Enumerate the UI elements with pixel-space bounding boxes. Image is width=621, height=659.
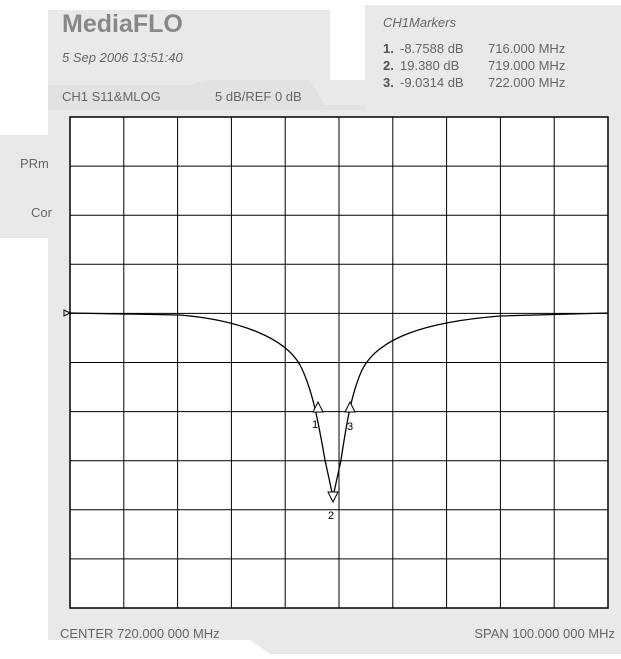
marker-value: -8.7588 dB: [400, 41, 464, 56]
marker-value: 19.380 dB: [400, 58, 459, 73]
marker-label: 3: [347, 421, 353, 433]
span: SPAN 100.000 000 MHz: [474, 626, 615, 641]
timestamp: 5 Sep 2006 13:51:40: [62, 50, 183, 65]
marker-index: 2.: [383, 58, 394, 73]
marker-frequency: 716.000 MHz: [488, 41, 565, 56]
grid: [70, 117, 608, 608]
markers-title: CH1Markers: [383, 15, 456, 30]
scale: 5 dB/REF 0 dB: [215, 89, 302, 104]
marker-index: 3.: [383, 75, 394, 90]
marker-frequency: 722.000 MHz: [488, 75, 565, 90]
tab-strip: [48, 80, 365, 110]
side-tab: PRm: [20, 156, 49, 171]
marker-value: -9.0314 dB: [400, 75, 464, 90]
marker-list: 1. -8.7588 dB 716.000 MHz 2. 19.380 dB 719.00…: [383, 41, 565, 90]
channel: CH1 S11&MLOG: [62, 89, 161, 104]
marker-3: [344, 400, 356, 413]
trace: [69, 312, 609, 498]
marker-1: [312, 400, 324, 413]
marker-frequency: 719.000 MHz: [488, 58, 565, 73]
center-freq: CENTER 720.000 000 MHz: [60, 626, 220, 641]
title: MediaFLO: [62, 10, 183, 38]
side-tab: Cor: [31, 205, 53, 220]
marker-2: [327, 491, 339, 504]
ref-arrow: [63, 309, 72, 317]
marker-label: 2: [328, 510, 334, 522]
marker-index: 1.: [383, 41, 394, 56]
marker-label: 1: [312, 419, 318, 431]
side-panel: [0, 135, 48, 238]
